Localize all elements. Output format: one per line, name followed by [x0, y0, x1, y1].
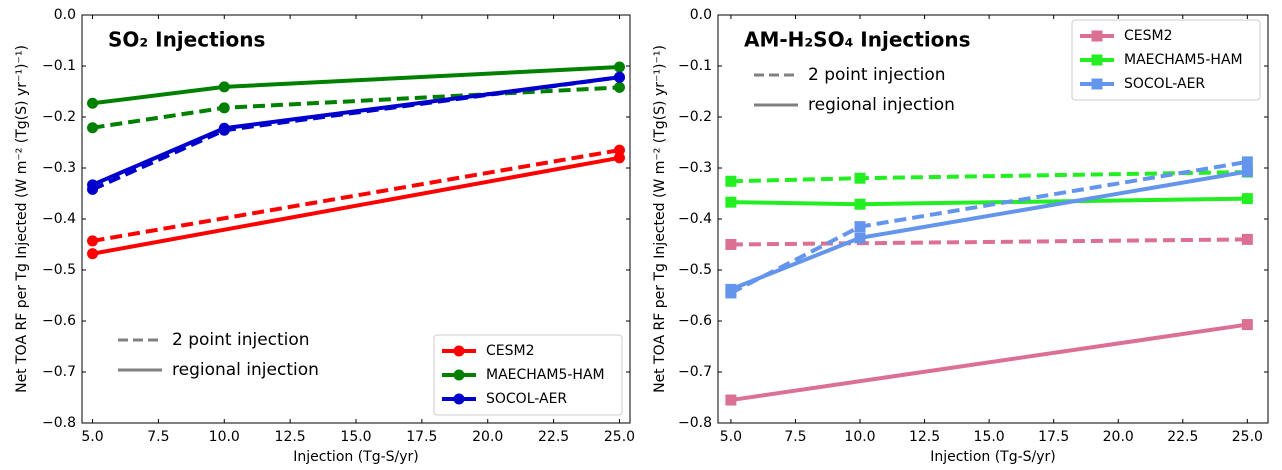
legend-marker [1091, 54, 1103, 66]
x-tick-label: 5.0 [81, 429, 103, 445]
y-tick-label: −0.7 [42, 364, 76, 380]
series-line [729, 159, 1248, 295]
x-tick-label: 5.0 [720, 429, 742, 445]
y-tick-label: −0.5 [678, 262, 712, 278]
marker [854, 172, 866, 184]
x-tick-label: 25.0 [604, 429, 635, 445]
y-tick-label: −0.3 [678, 160, 712, 176]
y-tick-label: −0.1 [42, 58, 76, 74]
marker [1241, 156, 1253, 168]
legend-label: SOCOL-AER [1124, 76, 1205, 92]
marker [613, 71, 625, 83]
legend-marker [453, 345, 465, 357]
legend-label: CESM2 [1124, 28, 1173, 44]
marker [87, 248, 99, 260]
style-legend-label: 2 point injection [808, 65, 946, 85]
legend-label: SOCOL-AER [486, 391, 567, 407]
legend-label: MAECHAM5-HAM [1124, 52, 1243, 68]
x-tick-label: 12.5 [275, 429, 306, 445]
marker [1241, 319, 1253, 331]
series-line [730, 169, 1248, 292]
style-legend-label: regional injection [172, 360, 319, 380]
x-tick-label: 17.5 [406, 429, 437, 445]
legend-marker [1091, 78, 1103, 90]
y-tick-label: −0.5 [42, 262, 76, 278]
marker [725, 394, 737, 406]
x-tick-label: 12.5 [909, 429, 940, 445]
marker [854, 232, 866, 244]
marker [725, 283, 737, 295]
y-tick-label: 0.0 [690, 7, 712, 23]
series-line [92, 155, 620, 256]
y-tick-label: −0.6 [678, 313, 712, 329]
y-axis-label: Net TOA RF per Tg Injected (W m⁻² (Tg(S)… [14, 45, 30, 393]
x-axis-label: Injection (Tg-S/yr) [930, 449, 1056, 465]
y-tick-label: −0.2 [42, 109, 76, 125]
marker [218, 102, 230, 114]
marker [725, 175, 737, 187]
legend-box [433, 334, 623, 416]
y-tick-label: −0.8 [42, 415, 76, 431]
x-tick-label: 7.5 [784, 429, 806, 445]
legend-label: MAECHAM5-HAM [486, 367, 605, 383]
marker [87, 122, 99, 134]
marker [87, 235, 99, 247]
x-tick-label: 22.5 [1167, 429, 1198, 445]
marker [87, 97, 99, 109]
chart-title: AM-H₂SO₄ Injections [744, 28, 971, 52]
legend-marker [453, 393, 465, 405]
marker [218, 81, 230, 93]
marker [854, 198, 866, 210]
y-tick-label: −0.1 [678, 58, 712, 74]
y-tick-label: 0.0 [54, 7, 76, 23]
y-tick-label: −0.3 [42, 160, 76, 176]
series-line [92, 148, 620, 243]
y-axis-label: Net TOA RF per Tg Injected (W m⁻² (Tg(S)… [652, 45, 668, 393]
y-tick-label: −0.4 [42, 211, 76, 227]
marker [1241, 233, 1253, 245]
series-line [92, 65, 620, 106]
marker [725, 196, 737, 208]
series-line [730, 237, 1248, 247]
x-tick-label: 20.0 [472, 429, 503, 445]
x-tick-label: 10.0 [209, 429, 240, 445]
y-tick-label: −0.6 [42, 313, 76, 329]
marker [854, 221, 866, 233]
y-tick-label: −0.4 [678, 211, 712, 227]
marker [613, 81, 625, 93]
marker [1241, 166, 1253, 178]
marker [725, 239, 737, 250]
x-tick-label: 25.0 [1232, 429, 1263, 445]
y-tick-label: −0.2 [678, 109, 712, 125]
marker [218, 122, 230, 134]
legend-marker [453, 369, 465, 381]
marker [613, 152, 625, 164]
legend-box [1071, 19, 1261, 101]
marker [613, 61, 625, 73]
legend-marker [1091, 30, 1103, 42]
x-tick-label: 7.5 [147, 429, 169, 445]
style-legend-label: regional injection [808, 95, 955, 115]
y-tick-label: −0.7 [678, 364, 712, 380]
x-tick-label: 15.0 [974, 429, 1005, 445]
marker [613, 144, 625, 156]
legend-label: CESM2 [486, 343, 535, 359]
x-tick-label: 20.0 [1103, 429, 1134, 445]
x-tick-label: 22.5 [538, 429, 569, 445]
y-tick-label: −0.8 [678, 415, 712, 431]
marker [1241, 193, 1253, 205]
chart-title: SO₂ Injections [108, 28, 265, 52]
style-legend-label: 2 point injection [172, 330, 310, 350]
x-tick-label: 15.0 [340, 429, 371, 445]
series-line [730, 322, 1248, 403]
x-axis-label: Injection (Tg-S/yr) [293, 449, 419, 465]
x-tick-label: 10.0 [844, 429, 875, 445]
marker [87, 179, 99, 191]
x-tick-label: 17.5 [1038, 429, 1069, 445]
